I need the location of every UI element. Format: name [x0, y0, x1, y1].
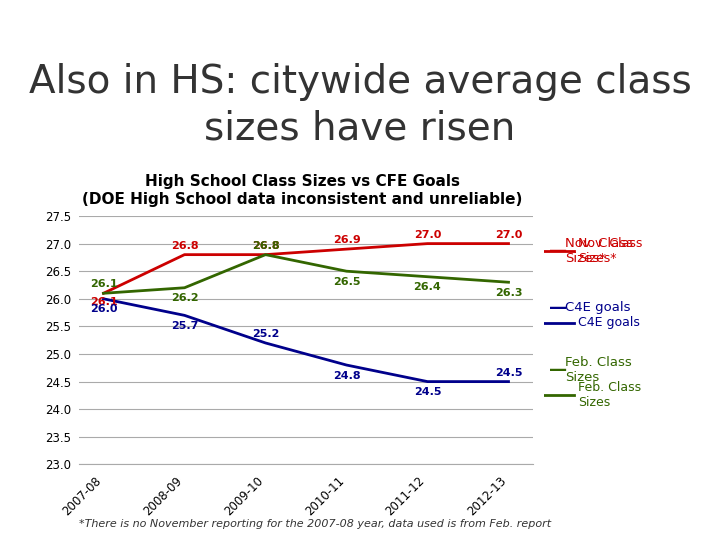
Text: 26.5: 26.5 [333, 276, 360, 287]
Text: 26.1: 26.1 [90, 279, 117, 289]
Text: Feb. Class
Sizes: Feb. Class Sizes [578, 381, 642, 409]
Text: Nov. Class
Sizes*: Nov. Class Sizes* [578, 237, 642, 265]
Text: Nov. Class
Sizes*: Nov. Class Sizes* [565, 237, 633, 265]
Text: —: — [549, 299, 567, 317]
Text: 26.1: 26.1 [90, 297, 117, 307]
Text: C4E goals: C4E goals [578, 316, 640, 329]
Text: 24.5: 24.5 [495, 368, 522, 378]
Text: 26.8: 26.8 [252, 241, 279, 251]
Text: 27.0: 27.0 [414, 230, 441, 240]
Text: 26.8: 26.8 [252, 241, 279, 251]
Text: 26.3: 26.3 [495, 288, 522, 298]
Text: 27.0: 27.0 [495, 230, 522, 240]
Text: 25.2: 25.2 [252, 329, 279, 339]
Text: 26.4: 26.4 [413, 282, 441, 292]
Text: —: — [549, 361, 567, 379]
Text: 26.9: 26.9 [333, 235, 361, 245]
Text: 24.5: 24.5 [414, 387, 441, 397]
Text: Also in HS: citywide average class
sizes have risen: Also in HS: citywide average class sizes… [29, 63, 691, 148]
Text: C4E goals: C4E goals [565, 301, 631, 314]
Text: 26.0: 26.0 [90, 305, 117, 314]
Text: 25.7: 25.7 [171, 321, 198, 331]
Text: 24.8: 24.8 [333, 370, 360, 381]
Text: —: — [549, 242, 567, 260]
Text: 26.8: 26.8 [171, 241, 198, 251]
Text: Feb. Class
Sizes: Feb. Class Sizes [565, 356, 632, 384]
Text: *There is no November reporting for the 2007-08 year, data used is from Feb. rep: *There is no November reporting for the … [79, 519, 552, 529]
Text: High School Class Sizes vs CFE Goals
(DOE High School data inconsistent and unre: High School Class Sizes vs CFE Goals (DO… [82, 174, 523, 207]
Text: 26.2: 26.2 [171, 293, 198, 303]
